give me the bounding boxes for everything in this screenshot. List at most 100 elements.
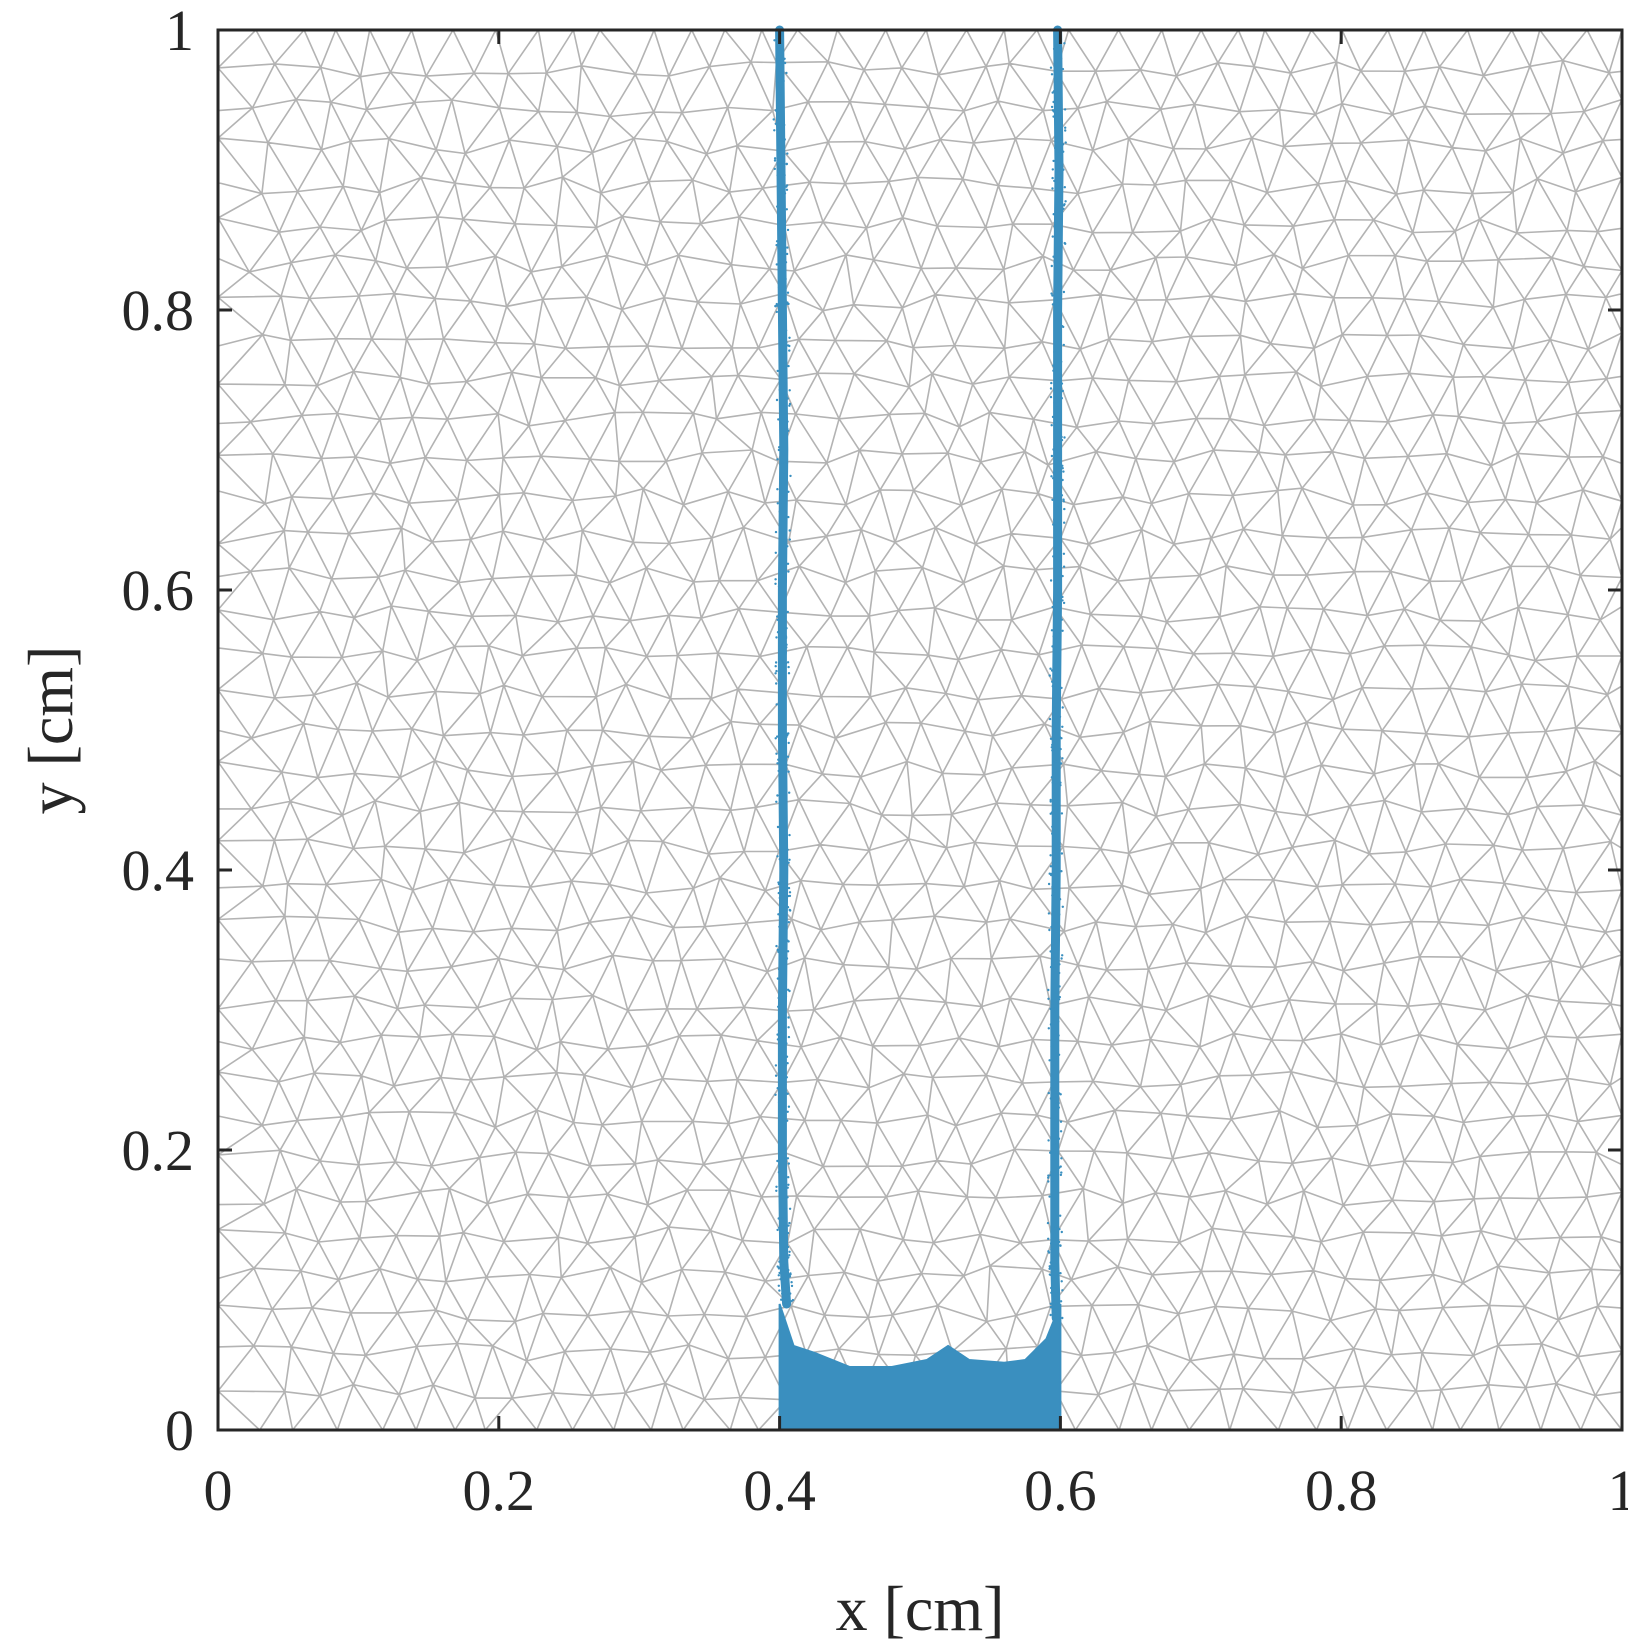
particle [775, 1189, 778, 1193]
particle [783, 337, 786, 340]
particle [1051, 498, 1054, 501]
particle [778, 1185, 781, 1188]
particle [785, 646, 788, 649]
particle [781, 1058, 784, 1061]
particle [776, 825, 780, 829]
particle [1058, 164, 1061, 167]
particle [1055, 264, 1058, 267]
particle [781, 1289, 785, 1292]
particle [785, 457, 789, 461]
particle [1054, 1101, 1057, 1104]
particle [781, 172, 784, 175]
particle [783, 173, 786, 177]
particle [781, 94, 784, 98]
particle [775, 944, 778, 948]
particle [779, 1075, 782, 1078]
particle [1054, 1006, 1057, 1009]
particle [1054, 870, 1058, 873]
particle [782, 404, 785, 407]
particle [786, 1283, 789, 1286]
particle [787, 1300, 790, 1304]
particle [787, 490, 790, 493]
particle [1060, 128, 1063, 132]
particle [1053, 739, 1057, 742]
particle [1052, 555, 1055, 558]
particle [1060, 397, 1064, 400]
particle [778, 1154, 782, 1158]
particle [1052, 255, 1055, 258]
particle [1063, 241, 1066, 245]
particle [788, 894, 792, 898]
particle [1047, 1180, 1050, 1183]
particle [784, 392, 787, 395]
particle [1051, 109, 1055, 112]
particle [781, 1254, 784, 1258]
particle [786, 344, 790, 347]
particle [1048, 1059, 1051, 1062]
particle [1050, 746, 1054, 749]
particle [1053, 1179, 1056, 1182]
particle [1060, 494, 1064, 497]
particle [777, 243, 780, 246]
particle [1056, 611, 1059, 614]
particle [1049, 1151, 1052, 1154]
particle [1050, 1291, 1053, 1295]
particle [785, 1042, 788, 1045]
particle [779, 981, 783, 984]
particle [1054, 760, 1058, 763]
particle [773, 157, 777, 160]
particle [1057, 578, 1061, 582]
particle [1061, 389, 1065, 393]
axes-box [216, 28, 1624, 1432]
particle [1060, 438, 1064, 442]
particle [779, 692, 783, 696]
particle [1057, 930, 1060, 933]
particle [1049, 854, 1052, 857]
particle [785, 1279, 788, 1283]
particle [777, 881, 780, 884]
particle [786, 755, 790, 758]
particle [1052, 364, 1055, 367]
particle [1059, 762, 1063, 765]
particle [1061, 595, 1064, 599]
particle [1056, 1057, 1059, 1060]
y-axis-label: y [cm] [15, 646, 86, 815]
particle [787, 1105, 791, 1108]
particle [784, 261, 788, 264]
particle [787, 1026, 790, 1029]
x-axis-label: x [cm] [836, 1573, 1005, 1644]
particle [782, 332, 785, 335]
mesh-edges [217, 29, 1623, 1431]
particle [779, 1029, 782, 1033]
particle [1055, 828, 1058, 831]
particle [1064, 129, 1067, 132]
particle [1051, 1096, 1054, 1099]
particle [778, 858, 781, 861]
particle [781, 194, 784, 198]
x-tick-label: 0.8 [1305, 1458, 1378, 1523]
particle [779, 1109, 782, 1112]
particle [1059, 57, 1063, 60]
particle [783, 1216, 786, 1219]
particle [782, 1264, 785, 1268]
particle [778, 734, 781, 738]
particle [1062, 500, 1066, 503]
particle [785, 71, 788, 75]
particle [1056, 1185, 1059, 1188]
settled-layer-series-2 [778, 1303, 1062, 1431]
particle [784, 662, 788, 665]
particle [781, 486, 784, 489]
particle [782, 422, 785, 425]
particle [778, 1127, 782, 1131]
particle [1050, 811, 1054, 814]
particle [1053, 1273, 1057, 1277]
particle [777, 84, 780, 87]
particle [787, 741, 790, 745]
particle [1060, 1171, 1063, 1174]
particle [1049, 1174, 1053, 1177]
particle [778, 169, 782, 173]
particle [778, 896, 781, 900]
particle [778, 700, 782, 704]
particle [783, 462, 786, 465]
particle [782, 1156, 785, 1160]
